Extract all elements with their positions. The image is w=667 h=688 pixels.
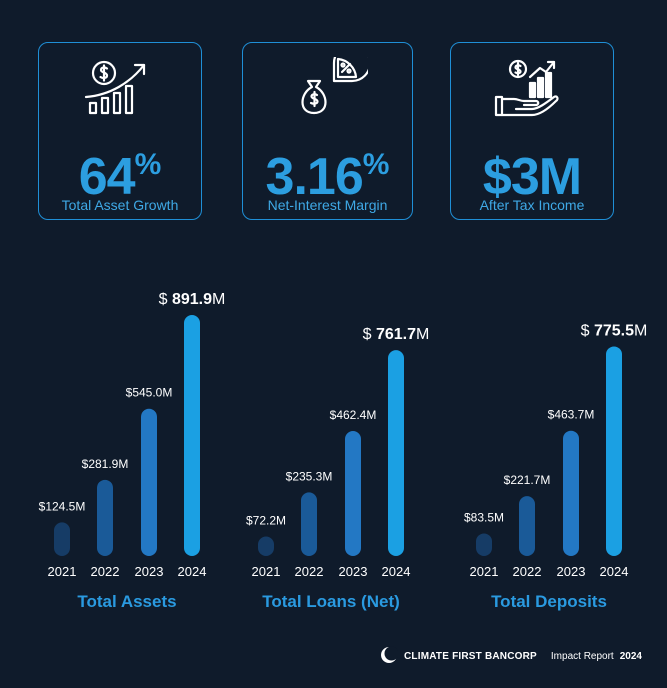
kpi-card-net-interest-margin: 3.16% Net-Interest Margin <box>242 42 413 220</box>
data-label-highlight: $ 891.9M <box>159 291 226 308</box>
data-label: $281.9M <box>82 457 129 471</box>
kpi-value: $3M <box>482 148 582 206</box>
footer-brand: CLIMATE FIRST BANCORP <box>404 650 537 662</box>
data-label: $83.5M <box>464 510 504 524</box>
kpi-label: After Tax Income <box>479 197 585 213</box>
tick-label: 2023 <box>557 564 586 579</box>
tick-label: 2024 <box>382 564 411 579</box>
kpi-card-asset-growth: 64% Total Asset Growth <box>38 42 202 220</box>
bar <box>476 533 492 556</box>
kpi-value: 3.16% <box>265 148 390 206</box>
money-bag-percent-icon <box>243 57 412 117</box>
footer-report: Impact Report <box>550 650 614 662</box>
footer-year: 2024 <box>619 650 642 662</box>
data-label: $221.7M <box>504 473 551 487</box>
bar <box>141 408 157 556</box>
bar <box>258 536 274 556</box>
bar <box>563 430 579 556</box>
bar <box>97 479 113 556</box>
bar <box>345 431 361 556</box>
tick-label: 2022 <box>295 564 324 579</box>
dollar-growth-icon <box>39 57 201 117</box>
tick-label: 2024 <box>600 564 629 579</box>
bar <box>519 496 535 556</box>
chart-title: Total Assets <box>77 592 176 611</box>
data-label-highlight: $ 775.5M <box>581 322 648 339</box>
kpi-card-after-tax-income: $3M After Tax Income <box>450 42 614 220</box>
bar <box>388 350 404 556</box>
tick-label: 2022 <box>513 564 542 579</box>
data-label: $462.4M <box>330 408 377 422</box>
data-label: $545.0M <box>126 386 173 400</box>
data-label: $124.5M <box>39 499 86 513</box>
data-label-highlight: $ 761.7M <box>363 326 430 343</box>
bar <box>54 522 70 556</box>
tick-label: 2022 <box>91 564 120 579</box>
tick-label: 2021 <box>48 564 77 579</box>
bar-charts: 2021 $124.5M 2022 $281.9M 2023 $545.0M 2024 $ 8… <box>39 291 648 611</box>
crescent-logo-icon <box>380 646 399 667</box>
chart-title: Total Loans (Net) <box>262 592 400 611</box>
bar <box>606 346 622 556</box>
tick-label: 2023 <box>339 564 368 579</box>
data-label: $235.3M <box>286 469 333 483</box>
kpi-label: Net-Interest Margin <box>267 197 388 213</box>
chart-title: Total Deposits <box>491 592 607 611</box>
bar <box>184 315 200 556</box>
kpi-label: Total Asset Growth <box>61 197 179 213</box>
kpi-value: 64% <box>78 148 162 206</box>
footer: CLIMATE FIRST BANCORP Impact Report 2024 <box>380 646 642 666</box>
hand-dollar-growth-icon <box>451 57 613 117</box>
tick-label: 2024 <box>178 564 207 579</box>
data-label: $72.2M <box>246 513 286 527</box>
tick-label: 2021 <box>252 564 281 579</box>
tick-label: 2023 <box>135 564 164 579</box>
bar <box>301 492 317 556</box>
data-label: $463.7M <box>548 408 595 422</box>
tick-label: 2021 <box>470 564 499 579</box>
